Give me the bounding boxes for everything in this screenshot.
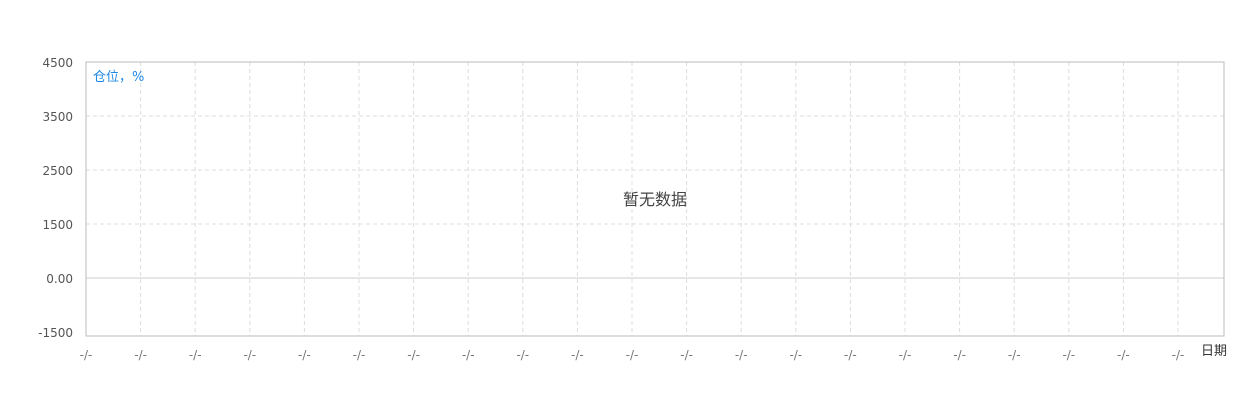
y-axis: 4500 3500 2500 1500 0.00 -1500	[38, 56, 73, 340]
grid-layer	[86, 62, 1224, 336]
y-axis-unit-label: 仓位，%	[93, 70, 144, 85]
x-tick-label: -/-	[680, 348, 693, 362]
x-tick-label: -/-	[1117, 348, 1130, 362]
x-tick-label: -/-	[80, 348, 93, 362]
x-tick-label: -/-	[462, 348, 475, 362]
x-tick-label: -/-	[626, 348, 639, 362]
plot-area-frame	[85, 61, 1225, 337]
x-axis: -/- -/- -/- -/- -/- -/- -/- -/- -/- -/- -/- -/- -/- -…	[80, 348, 1185, 362]
y-tick-label: 0.00	[46, 272, 73, 286]
x-tick-label: -/-	[407, 348, 420, 362]
y-tick-label: 3500	[42, 110, 73, 124]
x-tick-label: -/-	[735, 348, 748, 362]
x-tick-label: -/-	[353, 348, 366, 362]
x-tick-label: -/-	[298, 348, 311, 362]
x-tick-label: -/-	[571, 348, 584, 362]
x-tick-label: -/-	[1008, 348, 1021, 362]
empty-data-message: 暂无数据	[623, 190, 687, 209]
x-tick-label: -/-	[1172, 348, 1185, 362]
x-axis-name: 日期	[1201, 344, 1227, 359]
x-tick-label: -/-	[953, 348, 966, 362]
x-tick-label: -/-	[189, 348, 202, 362]
x-tick-label: -/-	[899, 348, 912, 362]
x-tick-label: -/-	[1062, 348, 1075, 362]
x-tick-label: -/-	[516, 348, 529, 362]
y-tick-label: -1500	[38, 326, 73, 340]
y-tick-label: 1500	[42, 218, 73, 232]
y-tick-label: 4500	[42, 56, 73, 70]
x-tick-label: -/-	[243, 348, 256, 362]
x-tick-label: -/-	[844, 348, 857, 362]
frame-layer	[85, 61, 1225, 337]
x-tick-label: -/-	[789, 348, 802, 362]
x-tick-label: -/-	[134, 348, 147, 362]
y-tick-label: 2500	[42, 164, 73, 178]
